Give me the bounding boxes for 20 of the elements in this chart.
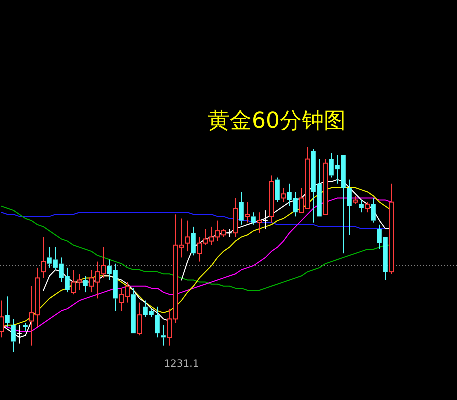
x-tick-label: 1231.1: [164, 359, 200, 370]
candlestick: [192, 226, 196, 256]
candlestick: [12, 318, 16, 352]
candlestick: [24, 322, 28, 332]
candlestick: [162, 324, 166, 346]
candlestick: [240, 192, 244, 226]
candlestick: [6, 296, 10, 328]
candlestick: [245, 202, 250, 224]
candlestick: [348, 179, 352, 236]
chart-title: 黄金60分钟图: [208, 109, 346, 134]
candlestick: [372, 198, 376, 224]
candlestick: [156, 306, 160, 338]
candlestick: [257, 212, 262, 234]
candlestick: [252, 212, 256, 226]
candlestick: [185, 220, 190, 252]
candlestick: [269, 175, 274, 224]
candlestick: [276, 177, 280, 203]
candlestick: [360, 200, 364, 214]
candlestick: [263, 210, 268, 230]
candlestick: [84, 276, 88, 294]
